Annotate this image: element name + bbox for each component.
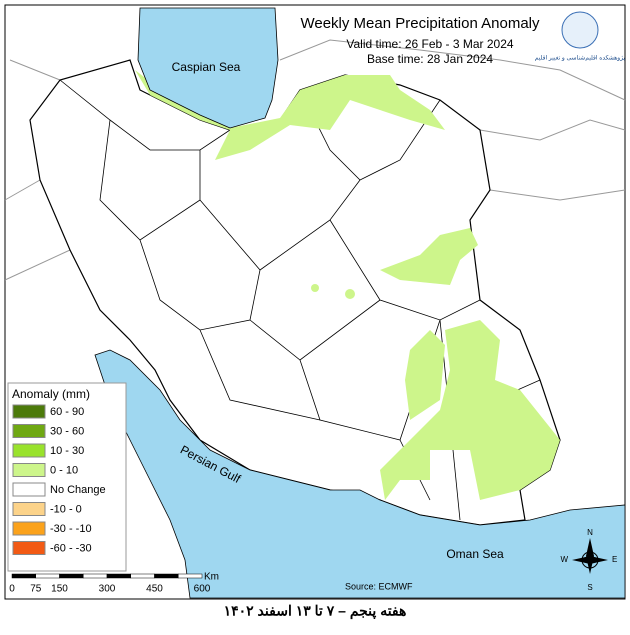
- persian-gulf-oman-sea: [94, 349, 626, 599]
- scale-segment: [83, 573, 108, 579]
- legend-swatch: [12, 482, 46, 497]
- legend-swatch: [12, 404, 46, 419]
- scale-label: 0: [9, 584, 15, 595]
- legend-title: Anomaly (mm): [12, 387, 90, 401]
- scale-segment: [154, 573, 179, 579]
- compass: N E S W: [560, 528, 617, 592]
- legend-label: -10 - 0: [50, 503, 82, 515]
- legend-label: 60 - 90: [50, 406, 84, 418]
- scale-label: 450: [146, 584, 163, 595]
- base-time: Base time: 28 Jan 2024: [367, 52, 493, 66]
- legend-label: -60 - -30: [50, 542, 92, 554]
- logo: [561, 11, 599, 49]
- legend-label: 30 - 60: [50, 425, 84, 437]
- caspian-sea: [137, 7, 279, 129]
- legend-label: No Change: [50, 484, 106, 496]
- footer: هفته پنجم – ۷ تا ۱۳ اسفند ۱۴۰۲: [224, 603, 407, 620]
- scale-label: 75: [30, 584, 42, 595]
- sea-label: Caspian Sea: [172, 60, 241, 74]
- compass-letter: S: [587, 583, 592, 592]
- legend-swatch: [12, 541, 46, 555]
- scale-label: 150: [51, 584, 68, 595]
- compass-letter: N: [587, 528, 593, 537]
- legend-label: 0 - 10: [50, 464, 78, 476]
- legend-swatch: [12, 443, 46, 458]
- valid-time: Valid time: 26 Feb - 3 Mar 2024: [346, 37, 514, 51]
- compass-letter: E: [612, 555, 617, 564]
- title: Weekly Mean Precipitation Anomaly: [300, 15, 540, 32]
- sea-label: Oman Sea: [446, 547, 504, 561]
- scale-segment: [11, 573, 36, 579]
- legend-swatch: [12, 521, 46, 536]
- scale-segment: [178, 573, 203, 579]
- scale-unit: Km: [204, 572, 219, 583]
- legend-swatch: [12, 424, 46, 438]
- legend-label: -30 - -10: [50, 523, 92, 535]
- anomaly-patches: [135, 70, 560, 500]
- legend-label: 10 - 30: [50, 445, 84, 457]
- source: Source: ECMWF: [345, 581, 413, 591]
- scale-label: 600: [194, 584, 211, 595]
- compass-letter: W: [560, 555, 568, 564]
- scale-segment: [35, 573, 60, 579]
- logo-text: پژوهشکده اقلیم‌شناسی و تغییر اقلیم: [535, 55, 626, 62]
- legend-swatch: [12, 502, 46, 516]
- scale-segment: [106, 573, 131, 579]
- scale-segment: [59, 573, 84, 579]
- scale-segment: [130, 573, 155, 579]
- legend-swatch: [12, 463, 46, 477]
- neighbor-borders: [4, 39, 626, 281]
- legend: 60 - 90 30 - 60 10 - 30 0 - 10 No Change -10 …: [12, 404, 106, 555]
- scale-label: 300: [99, 584, 116, 595]
